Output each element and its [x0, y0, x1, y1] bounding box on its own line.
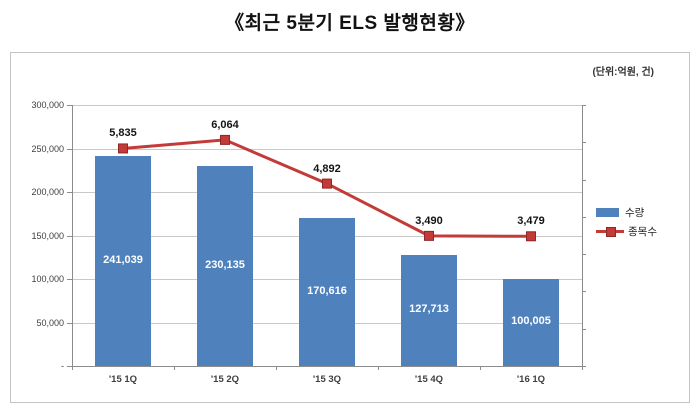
bar-5: [503, 278, 559, 366]
chart-title: 《최근 5분기 ELS 발행현황》: [225, 13, 475, 34]
x-axis-tick: [174, 366, 175, 370]
point-value-label: 3,490: [415, 214, 443, 227]
secondary-axis-tick: [582, 216, 586, 218]
line-marker-icon: [526, 231, 536, 242]
y-axis-tick: [67, 105, 72, 106]
secondary-axis-tick: [582, 366, 586, 367]
bar-value-label: 170,616: [307, 284, 347, 297]
y-axis-label: 100,000: [31, 274, 64, 284]
x-axis-line: [71, 366, 582, 367]
gridline: [72, 105, 582, 106]
line-marker-icon: [118, 143, 128, 154]
legend-line-marker-icon: [606, 227, 616, 237]
y-axis-label: 150,000: [31, 230, 64, 241]
gridline: [72, 192, 582, 193]
x-axis-tick: [582, 366, 583, 370]
y-axis-tick: [67, 235, 72, 237]
point-value-label: 5,835: [109, 127, 137, 140]
legend-label-quantity: 수량: [625, 207, 645, 219]
y-axis-label: 50,000: [36, 317, 64, 328]
point-value-label: 3,479: [517, 215, 545, 228]
legend-line-swatch: [596, 227, 624, 237]
line-marker-icon: [322, 178, 332, 189]
bar-value-label: 241,039: [103, 254, 143, 267]
y-axis-tick: [67, 366, 72, 367]
point-value-label: 6,064: [211, 118, 239, 131]
secondary-axis-tick: [582, 291, 586, 293]
y-axis-label: 250,000: [31, 143, 64, 154]
point-value-label: 4,892: [313, 162, 341, 175]
y-axis-tick: [67, 279, 72, 280]
secondary-axis-tick: [582, 105, 586, 106]
bar-1: [95, 156, 151, 366]
secondary-axis-tick: [582, 328, 586, 330]
x-axis-tick: [276, 366, 277, 370]
x-axis-label: '16 1Q: [516, 374, 546, 385]
x-axis-tick: [72, 366, 73, 370]
y-axis-label: 200,000: [31, 187, 64, 197]
x-axis-tick: [378, 366, 379, 370]
y-axis-label: 300,000: [31, 100, 64, 110]
y-axis-label: -: [61, 361, 64, 371]
bar-value-label: 230,135: [205, 258, 245, 271]
secondary-axis-tick: [582, 142, 586, 144]
x-axis-label: '15 3Q: [312, 374, 342, 385]
y-axis-tick: [67, 322, 72, 324]
secondary-axis-tick: [582, 179, 586, 181]
x-axis-tick: [480, 366, 481, 370]
legend-entry-quantity: 수량: [596, 203, 657, 222]
bar-4: [401, 254, 457, 366]
bar-value-label: 127,713: [409, 303, 449, 316]
legend-label-issue-count: 종목수: [628, 226, 657, 238]
x-axis-label: '15 2Q: [210, 374, 240, 385]
line-marker-icon: [220, 134, 230, 145]
y-axis-line: [72, 105, 73, 366]
y-axis-tick: [67, 148, 72, 150]
y-axis-tick: [67, 192, 72, 193]
bar-2: [197, 165, 253, 366]
secondary-axis-tick: [582, 254, 586, 256]
bar-value-label: 100,005: [511, 315, 551, 328]
legend-entry-issue-count: 종목수: [596, 222, 657, 241]
secondary-axis-line: [582, 105, 583, 366]
gridline: [72, 148, 582, 150]
unit-label: (단위:억원, 건): [592, 67, 654, 78]
x-axis-label: '15 1Q: [108, 374, 138, 385]
bar-3: [299, 217, 355, 366]
legend: 수량 종목수: [596, 203, 657, 241]
x-axis-label: '15 4Q: [414, 374, 444, 385]
line-marker-icon: [424, 230, 434, 241]
legend-bar-swatch: [596, 208, 619, 217]
